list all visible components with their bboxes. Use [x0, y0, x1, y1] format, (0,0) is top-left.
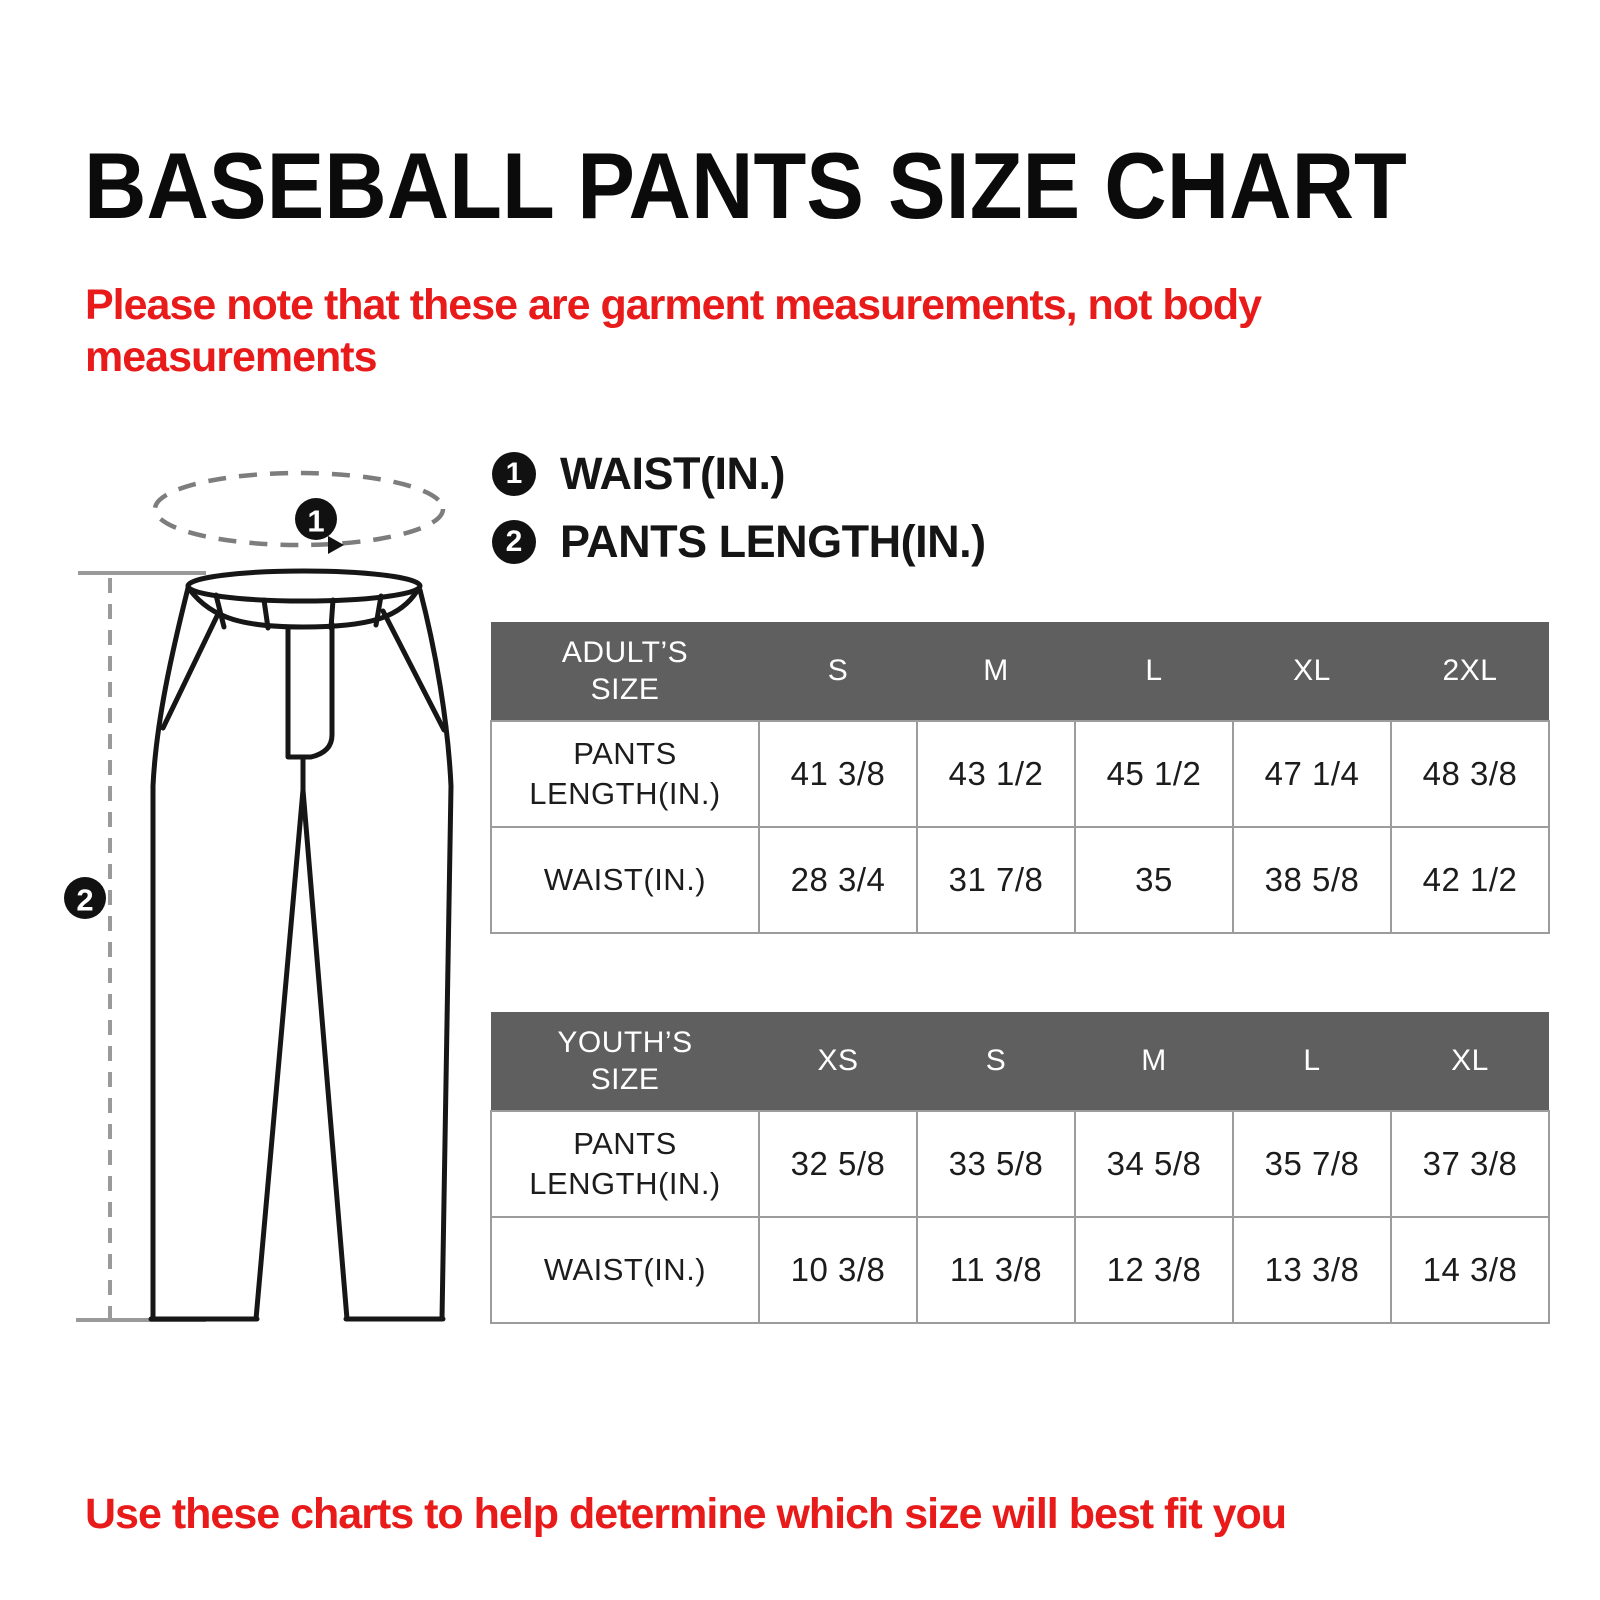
- value-cell: 12 3/8: [1074, 1216, 1234, 1324]
- value-cell: 34 5/8: [1074, 1110, 1234, 1218]
- legend-label-waist: WAIST(IN.): [560, 448, 785, 499]
- legend-item-pants-length: 2 PANTS LENGTH(IN.): [492, 516, 986, 568]
- measure-arrow-icon: [328, 536, 344, 554]
- value-cell: 45 1/2: [1074, 720, 1234, 828]
- row-label-pants-length: PANTS LENGTH(IN.): [490, 1110, 760, 1218]
- youth-table-corner-header: YOUTH’S SIZE: [491, 1012, 759, 1111]
- adult-size-col-2xl: 2XL: [1391, 622, 1549, 721]
- row-label-pants-length: PANTS LENGTH(IN.): [490, 720, 760, 828]
- value-cell: 28 3/4: [758, 826, 918, 934]
- youth-waist-row: WAIST(IN.) 10 3/8 11 3/8 12 3/8 13 3/8 1…: [490, 1216, 1550, 1324]
- page-title: BASEBALL PANTS SIZE CHART: [84, 132, 1407, 238]
- value-cell: 35: [1074, 826, 1234, 934]
- row-label-waist: WAIST(IN.): [490, 826, 760, 934]
- waist-measure-dashed-ellipse: [152, 470, 446, 548]
- legend-item-waist: 1 WAIST(IN.): [492, 448, 986, 500]
- value-cell: 32 5/8: [758, 1110, 918, 1218]
- legend-label-pants-length: PANTS LENGTH(IN.): [560, 516, 986, 567]
- adult-table-header-row: ADULT’S SIZE S M L XL 2XL: [491, 622, 1549, 721]
- youth-size-col-l: L: [1233, 1012, 1391, 1111]
- legend-badge-2-icon: 2: [492, 520, 536, 564]
- youth-size-table: YOUTH’S SIZE XS S M L XL PANTS LENGTH(IN…: [490, 1012, 1550, 1324]
- legend-badge-1-icon: 1: [492, 452, 536, 496]
- value-cell: 43 1/2: [916, 720, 1076, 828]
- value-cell: 10 3/8: [758, 1216, 918, 1324]
- youth-size-col-xs: XS: [759, 1012, 917, 1111]
- value-cell: 11 3/8: [916, 1216, 1076, 1324]
- youth-pants-length-row: PANTS LENGTH(IN.) 32 5/8 33 5/8 34 5/8 3…: [490, 1110, 1550, 1218]
- pants-drawing: [148, 568, 454, 1322]
- pants-measurement-diagram: 1 2: [64, 470, 454, 1322]
- measurement-legend: 1 WAIST(IN.) 2 PANTS LENGTH(IN.): [492, 448, 986, 568]
- garment-measurement-note: Please note that these are garment measu…: [85, 281, 1262, 382]
- adult-size-col-l: L: [1075, 622, 1233, 721]
- value-cell: 38 5/8: [1232, 826, 1392, 934]
- adult-table-corner-header: ADULT’S SIZE: [491, 622, 759, 721]
- adult-waist-row: WAIST(IN.) 28 3/4 31 7/8 35 38 5/8 42 1/…: [490, 826, 1550, 934]
- value-cell: 14 3/8: [1390, 1216, 1550, 1324]
- youth-size-col-m: M: [1075, 1012, 1233, 1111]
- value-cell: 13 3/8: [1232, 1216, 1392, 1324]
- value-cell: 35 7/8: [1232, 1110, 1392, 1218]
- youth-table-header-row: YOUTH’S SIZE XS S M L XL: [491, 1012, 1549, 1111]
- value-cell: 47 1/4: [1232, 720, 1392, 828]
- value-cell: 41 3/8: [758, 720, 918, 828]
- adult-size-col-xl: XL: [1233, 622, 1391, 721]
- value-cell: 33 5/8: [916, 1110, 1076, 1218]
- adult-size-col-m: M: [917, 622, 1075, 721]
- row-label-waist: WAIST(IN.): [490, 1216, 760, 1324]
- adult-pants-length-row: PANTS LENGTH(IN.) 41 3/8 43 1/2 45 1/2 4…: [490, 720, 1550, 828]
- value-cell: 42 1/2: [1390, 826, 1550, 934]
- youth-size-col-s: S: [917, 1012, 1075, 1111]
- value-cell: 48 3/8: [1390, 720, 1550, 828]
- svg-text:1: 1: [307, 504, 324, 539]
- adult-size-col-s: S: [759, 622, 917, 721]
- youth-size-col-xl: XL: [1391, 1012, 1549, 1111]
- value-cell: 37 3/8: [1390, 1110, 1550, 1218]
- svg-text:2: 2: [76, 883, 93, 918]
- diagram-length-marker-badge: 2: [64, 877, 106, 919]
- value-cell: 31 7/8: [916, 826, 1076, 934]
- size-help-footer: Use these charts to help determine which…: [85, 1490, 1287, 1538]
- adult-size-table: ADULT’S SIZE S M L XL 2XL PANTS LENGTH(I…: [490, 622, 1550, 934]
- diagram-waist-marker-badge: 1: [295, 498, 337, 540]
